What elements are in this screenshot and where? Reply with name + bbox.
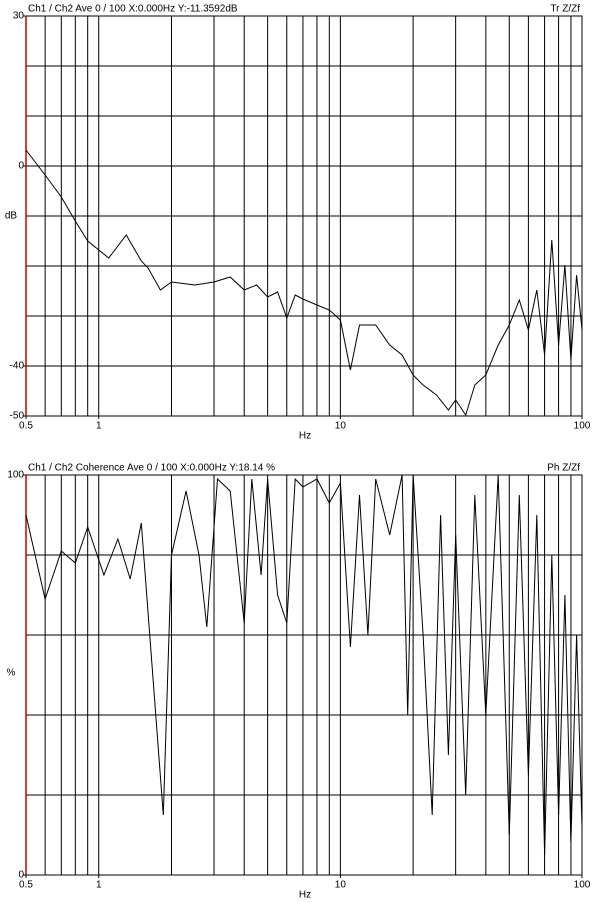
x-tick-label: 1 [96,421,102,432]
header-right: Tr Z/Zf [550,4,580,15]
x-axis-label: Hz [299,890,311,901]
x-tick-label: 100 [574,880,591,891]
x-tick-label: 100 [574,421,591,432]
y-tick-label: -50 [10,411,25,422]
x-tick-label: 10 [335,421,347,432]
y-axis-label: % [7,668,16,679]
y-tick-label: 0 [18,870,24,881]
data-line [25,474,583,856]
x-axis-label: Hz [299,431,311,442]
y-tick-label: -40 [10,361,25,372]
y-tick-label: 100 [7,470,24,481]
plot-frame [25,474,583,876]
header-left: Ch1 / Ch2 Ave 0 / 100 X:0.000Hz Y:-11.35… [28,4,238,15]
x-tick-label: 10 [335,880,347,891]
x-tick-label: 1 [96,880,102,891]
y-tick-label: 0 [18,161,24,172]
header-right: Ph Z/Zf [547,463,580,474]
x-tick-label: 0.5 [19,421,33,432]
x-tick-label: 0.5 [19,880,33,891]
y-tick-label: 30 [13,11,25,22]
header-left: Ch1 / Ch2 Coherence Ave 0 / 100 X:0.000H… [28,463,275,474]
y-axis-label: dB [5,211,18,222]
data-line [25,149,583,417]
